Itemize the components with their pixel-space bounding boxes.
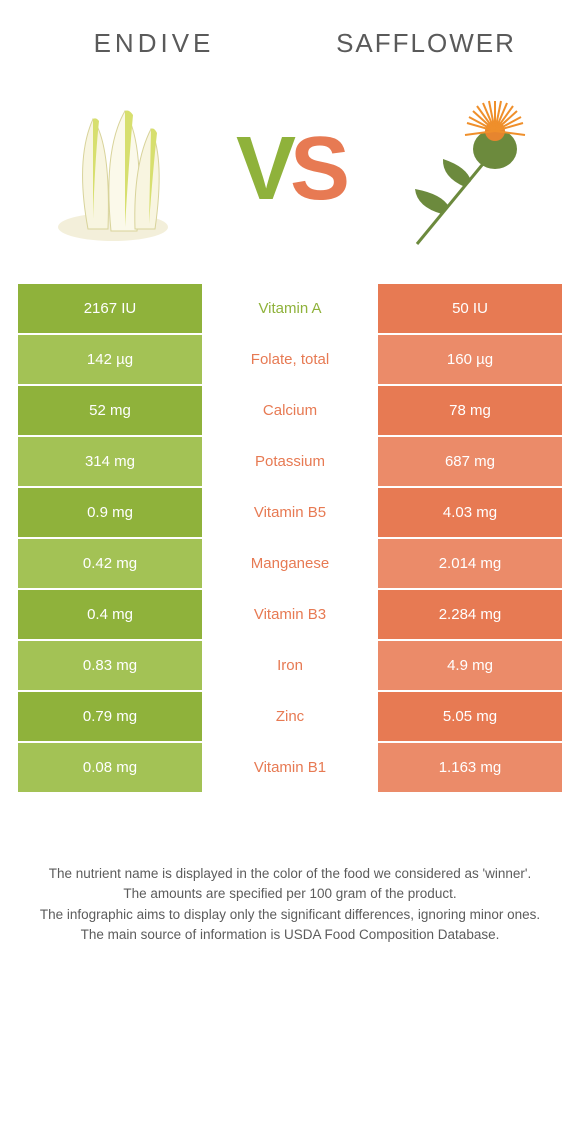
left-value: 0.79 mg <box>18 692 204 741</box>
table-row: 0.9 mgVitamin B54.03 mg <box>18 488 562 539</box>
left-value: 0.08 mg <box>18 743 204 792</box>
nutrient-name: Vitamin B5 <box>204 488 376 537</box>
nutrient-name: Vitamin B3 <box>204 590 376 639</box>
footer-line: The main source of information is USDA F… <box>28 925 552 945</box>
table-row: 0.79 mgZinc5.05 mg <box>18 692 562 743</box>
left-food-title: Endive <box>18 28 290 59</box>
right-value: 50 IU <box>376 284 562 333</box>
left-food-image <box>28 84 198 254</box>
nutrient-name: Zinc <box>204 692 376 741</box>
left-value: 0.4 mg <box>18 590 204 639</box>
table-row: 52 mgCalcium78 mg <box>18 386 562 437</box>
left-value: 142 µg <box>18 335 204 384</box>
left-value: 0.83 mg <box>18 641 204 690</box>
right-value: 5.05 mg <box>376 692 562 741</box>
right-value: 2.014 mg <box>376 539 562 588</box>
vs-label: VS <box>236 124 344 214</box>
left-value: 0.42 mg <box>18 539 204 588</box>
table-row: 142 µgFolate, total160 µg <box>18 335 562 386</box>
footer-line: The amounts are specified per 100 gram o… <box>28 884 552 904</box>
right-food-image <box>382 84 552 254</box>
nutrient-name: Potassium <box>204 437 376 486</box>
nutrient-name: Calcium <box>204 386 376 435</box>
footer-line: The nutrient name is displayed in the co… <box>28 864 552 884</box>
nutrient-name: Folate, total <box>204 335 376 384</box>
left-value: 52 mg <box>18 386 204 435</box>
nutrient-name: Vitamin B1 <box>204 743 376 792</box>
nutrient-name: Iron <box>204 641 376 690</box>
table-row: 2167 IUVitamin A50 IU <box>18 284 562 335</box>
titles-row: Endive Safflower <box>18 0 562 59</box>
table-row: 0.08 mgVitamin B11.163 mg <box>18 743 562 794</box>
right-value: 1.163 mg <box>376 743 562 792</box>
right-value: 4.9 mg <box>376 641 562 690</box>
table-row: 0.42 mgManganese2.014 mg <box>18 539 562 590</box>
vs-letter-v: V <box>236 119 290 219</box>
table-row: 0.4 mgVitamin B32.284 mg <box>18 590 562 641</box>
left-value: 2167 IU <box>18 284 204 333</box>
right-value: 2.284 mg <box>376 590 562 639</box>
hero-row: VS <box>18 59 562 284</box>
vs-letter-s: S <box>290 119 344 219</box>
table-row: 0.83 mgIron4.9 mg <box>18 641 562 692</box>
left-value: 314 mg <box>18 437 204 486</box>
right-value: 78 mg <box>376 386 562 435</box>
right-food-title: Safflower <box>290 28 562 59</box>
footer-notes: The nutrient name is displayed in the co… <box>18 794 562 945</box>
right-value: 160 µg <box>376 335 562 384</box>
nutrient-table: 2167 IUVitamin A50 IU142 µgFolate, total… <box>18 284 562 794</box>
right-value: 4.03 mg <box>376 488 562 537</box>
comparison-infographic: Endive Safflower <box>0 0 580 975</box>
footer-line: The infographic aims to display only the… <box>28 905 552 925</box>
left-value: 0.9 mg <box>18 488 204 537</box>
nutrient-name: Manganese <box>204 539 376 588</box>
right-value: 687 mg <box>376 437 562 486</box>
nutrient-name: Vitamin A <box>204 284 376 333</box>
table-row: 314 mgPotassium687 mg <box>18 437 562 488</box>
